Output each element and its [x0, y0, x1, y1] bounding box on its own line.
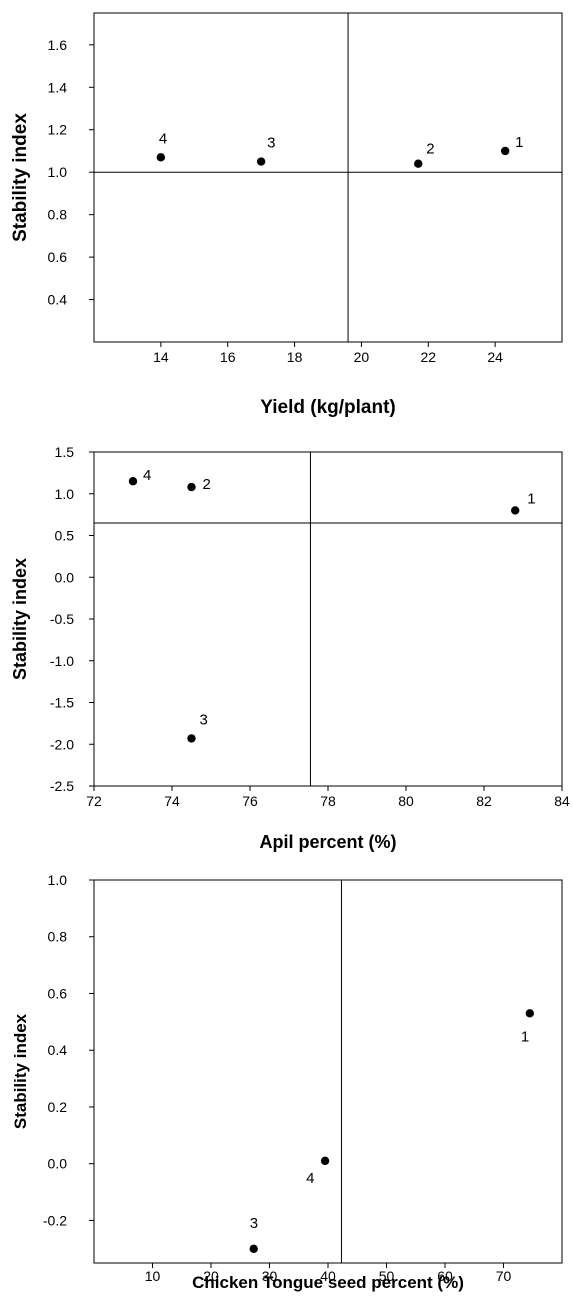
- point-label-2: 2: [203, 476, 211, 493]
- point-label-4: 4: [143, 467, 151, 484]
- plot-frame: [93, 879, 563, 1264]
- x-tick-label: 72: [86, 793, 102, 809]
- x-tick-label: 76: [242, 793, 258, 809]
- x-tick-label: 20: [203, 1268, 219, 1284]
- data-point-4: [128, 477, 138, 486]
- x-tick-label: 10: [145, 1268, 161, 1284]
- y-tick-label: 1.0: [48, 164, 68, 180]
- data-point-1: [511, 506, 520, 515]
- point-label-1: 1: [515, 134, 523, 151]
- x-tick-label: 78: [320, 793, 336, 809]
- x-axis-title: Chicken Tongue seed percent (%): [192, 1273, 464, 1292]
- x-tick-label: 60: [437, 1268, 453, 1284]
- x-tick-label: 84: [554, 793, 570, 809]
- y-tick-label: 0.6: [48, 985, 68, 1001]
- data-point-2: [187, 482, 196, 492]
- data-point-4: [320, 1156, 330, 1166]
- point-label-3: 3: [250, 1215, 258, 1232]
- y-tick-label: 0.0: [48, 1156, 68, 1172]
- x-axis-title: Yield (kg/plant): [260, 397, 395, 418]
- x-tick-label: 40: [320, 1268, 336, 1284]
- x-tick-label: 18: [287, 349, 303, 365]
- data-point-3: [249, 1244, 258, 1254]
- y-axis-title: Stability index: [10, 113, 31, 242]
- data-point-2: [414, 159, 423, 168]
- y-tick-label: 1.4: [48, 79, 68, 95]
- x-tick-label: 70: [496, 1268, 512, 1284]
- y-tick-label: 0.5: [55, 528, 75, 544]
- chicken-tongue-stability-chart: 10 20 30 40 50 60 70 -0.2 0.0 0.2 0.4 0.6 0.8 1.0 1 3 4 C…: [11, 872, 563, 1292]
- x-tick-label: 14: [153, 349, 169, 365]
- data-point-1: [525, 1009, 535, 1018]
- y-tick-label: -0.2: [43, 1212, 67, 1228]
- yield-stability-chart: 14 16 18 20 22 24 0.4 0.6 0.8 1.0 1.2 1.4 1.6 1 2 3 4 Yie…: [10, 12, 563, 418]
- point-label-3: 3: [200, 711, 208, 728]
- x-tick-label: 30: [262, 1268, 278, 1284]
- y-axis-title: Stability index: [10, 558, 30, 680]
- data-point-3: [187, 734, 196, 743]
- x-tick-label: 22: [420, 349, 436, 365]
- y-tick-label: 0.4: [48, 292, 68, 308]
- data-point-1: [500, 146, 510, 156]
- y-tick-label: 1.0: [55, 486, 75, 502]
- y-tick-label: 0.6: [48, 249, 68, 265]
- y-tick-label: 0.2: [48, 1099, 68, 1115]
- y-tick-label: 1.0: [48, 872, 68, 888]
- plot-frame: [93, 12, 563, 343]
- point-label-2: 2: [426, 141, 434, 158]
- x-tick-label: 74: [164, 793, 180, 809]
- y-tick-label: 1.2: [48, 122, 68, 138]
- data-point-4: [156, 153, 166, 162]
- data-point-3: [256, 157, 266, 166]
- apil-stability-chart: 72 74 76 78 80 82 84 -2.5 -2.0 -1.5 -1.0 -0.5 0.0 0.5…: [10, 444, 570, 852]
- point-label-3: 3: [267, 135, 275, 152]
- point-label-4: 4: [306, 1170, 314, 1187]
- y-tick-label: -0.5: [50, 611, 74, 627]
- x-tick-label: 50: [379, 1268, 395, 1284]
- x-tick-label: 24: [487, 349, 503, 365]
- y-axis-title: Stability index: [11, 1013, 30, 1129]
- y-tick-label: -2.0: [50, 736, 74, 752]
- point-label-1: 1: [527, 490, 535, 507]
- y-tick-label: 0.4: [48, 1042, 68, 1058]
- y-tick-label: 0.0: [55, 569, 75, 585]
- point-label-1: 1: [521, 1028, 529, 1045]
- y-tick-label: 0.8: [48, 929, 68, 945]
- y-tick-label: 0.8: [48, 207, 68, 223]
- point-label-4: 4: [159, 130, 167, 147]
- y-tick-label: 1.5: [55, 444, 75, 460]
- x-tick-label: 80: [398, 793, 414, 809]
- x-axis-title: Apil percent (%): [259, 832, 396, 852]
- x-tick-label: 16: [220, 349, 236, 365]
- plot-frame: [93, 451, 563, 787]
- y-tick-label: -2.5: [50, 778, 74, 794]
- y-tick-label: 1.6: [48, 37, 68, 53]
- y-tick-label: -1.0: [50, 653, 74, 669]
- y-tick-label: -1.5: [50, 695, 74, 711]
- x-tick-label: 82: [476, 793, 492, 809]
- x-tick-label: 20: [354, 349, 370, 365]
